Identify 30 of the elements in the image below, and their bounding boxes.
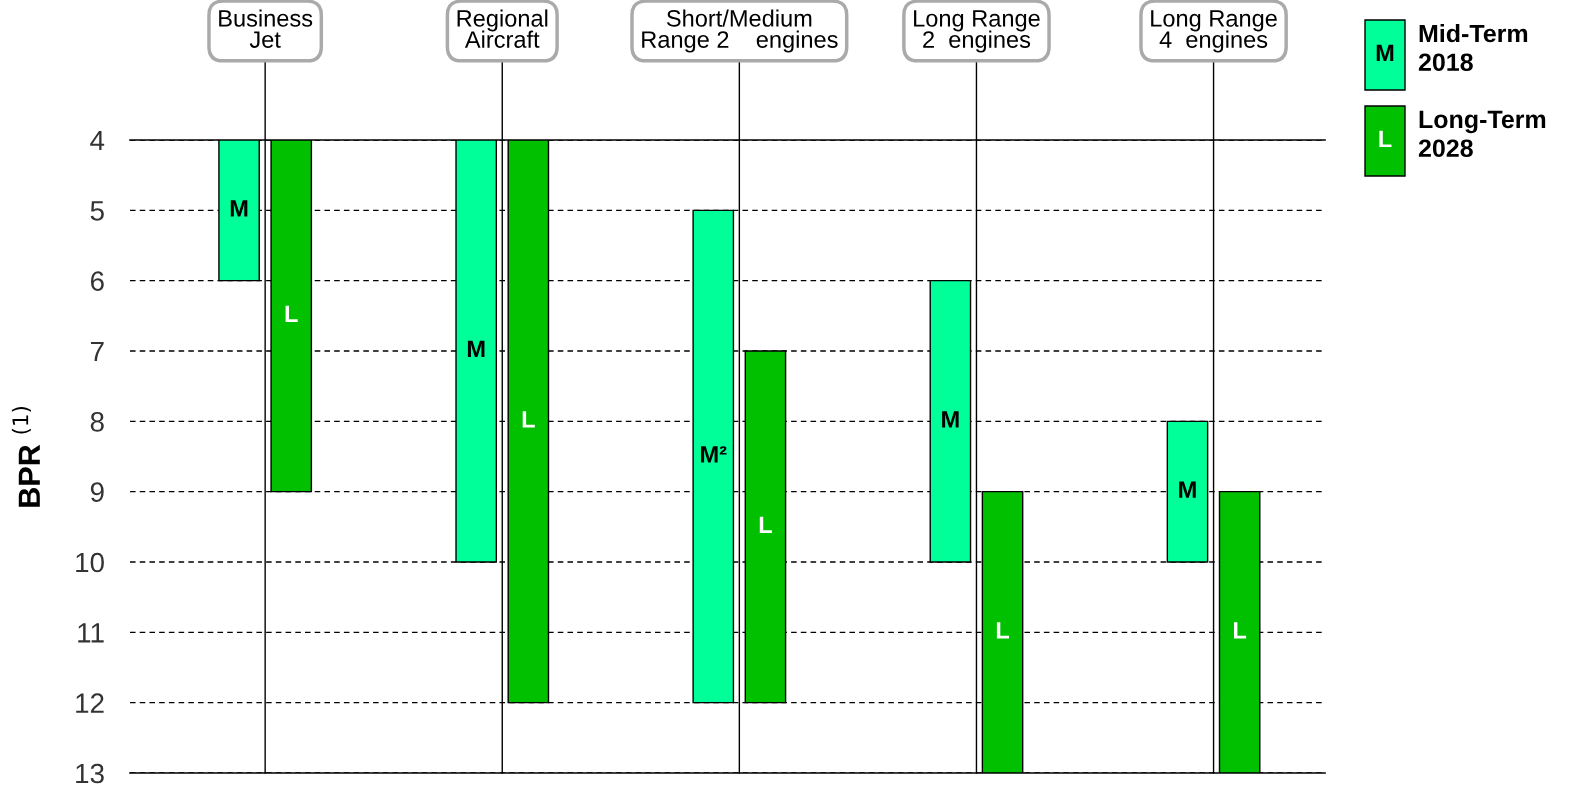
y-tick-label: 8 <box>90 412 104 432</box>
y-tick-label: 11 <box>78 623 104 643</box>
data-label: M <box>942 411 959 428</box>
text: L <box>1379 130 1392 148</box>
data-label: L <box>522 411 535 428</box>
y-tick-label: 12 <box>76 693 104 713</box>
y-tick-label: 9 <box>90 482 104 503</box>
data-label: L <box>285 305 298 322</box>
data-label: M <box>1179 481 1196 498</box>
y-axis-title: BPR $^{(1)}$ <box>11 407 40 507</box>
data-label: L <box>759 516 772 533</box>
text: Mid-Term 2018 <box>1418 23 1528 72</box>
x-tick-label: Short/Medium Range 2 engines <box>642 9 838 53</box>
x-tick-label: Business Jet <box>219 9 313 48</box>
y-tick-label: 6 <box>90 271 104 292</box>
x-tick-label: Regional Aircraft <box>457 9 548 48</box>
y-tick-label: 5 <box>90 201 104 221</box>
data-label: L <box>996 622 1010 639</box>
y-tick-label: 4 <box>90 130 105 151</box>
data-label: L <box>1234 622 1247 639</box>
data-label: M² <box>701 446 727 463</box>
text: Long-Term 2028 <box>1418 110 1546 158</box>
y-tick-label: 7 <box>90 341 104 362</box>
x-tick-label: Long Range 2 engines <box>914 10 1040 53</box>
y-tick-label: 13 <box>76 763 104 784</box>
y-tick-label: 10 <box>76 552 104 573</box>
data-label: M <box>467 340 485 358</box>
x-tick-label: Long Range 4 engines <box>1151 10 1277 53</box>
text: M <box>1376 44 1394 62</box>
data-label: M <box>230 200 248 217</box>
